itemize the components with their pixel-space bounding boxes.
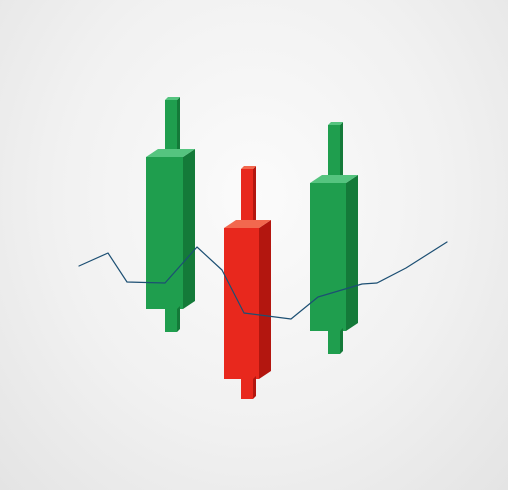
wick-side — [177, 306, 180, 332]
wick-side — [177, 97, 180, 153]
wick-side — [253, 166, 256, 224]
body-front — [146, 157, 183, 309]
wick-bottom — [241, 376, 256, 399]
wick-front — [328, 125, 340, 179]
candle-body — [310, 175, 358, 331]
wick-top — [241, 166, 256, 224]
wick-front — [241, 169, 253, 224]
trend-line — [78, 241, 448, 320]
candle-body — [224, 220, 271, 379]
wick-top — [328, 122, 343, 179]
body-side — [259, 220, 271, 379]
body-side — [346, 175, 358, 331]
body-front — [224, 228, 259, 379]
wick-side — [340, 328, 343, 354]
candle-bullish-left — [146, 97, 195, 332]
wick-front — [328, 331, 340, 354]
wick-cap — [328, 122, 343, 125]
wick-front — [241, 379, 253, 399]
body-side — [183, 149, 195, 309]
body-top — [310, 175, 358, 183]
body-front — [310, 183, 346, 331]
wick-side — [253, 376, 256, 399]
wick-bottom — [165, 306, 180, 332]
candle-bearish-middle — [224, 166, 271, 399]
candle-body — [146, 149, 195, 309]
wick-front — [165, 309, 177, 332]
wick-bottom — [328, 328, 343, 354]
body-top — [224, 220, 271, 228]
wick-top — [165, 97, 180, 153]
candle-bullish-right — [310, 122, 358, 354]
body-top — [146, 149, 195, 157]
wick-cap — [241, 166, 256, 169]
wick-front — [165, 100, 177, 153]
wick-side — [340, 122, 343, 179]
wick-cap — [165, 97, 180, 100]
